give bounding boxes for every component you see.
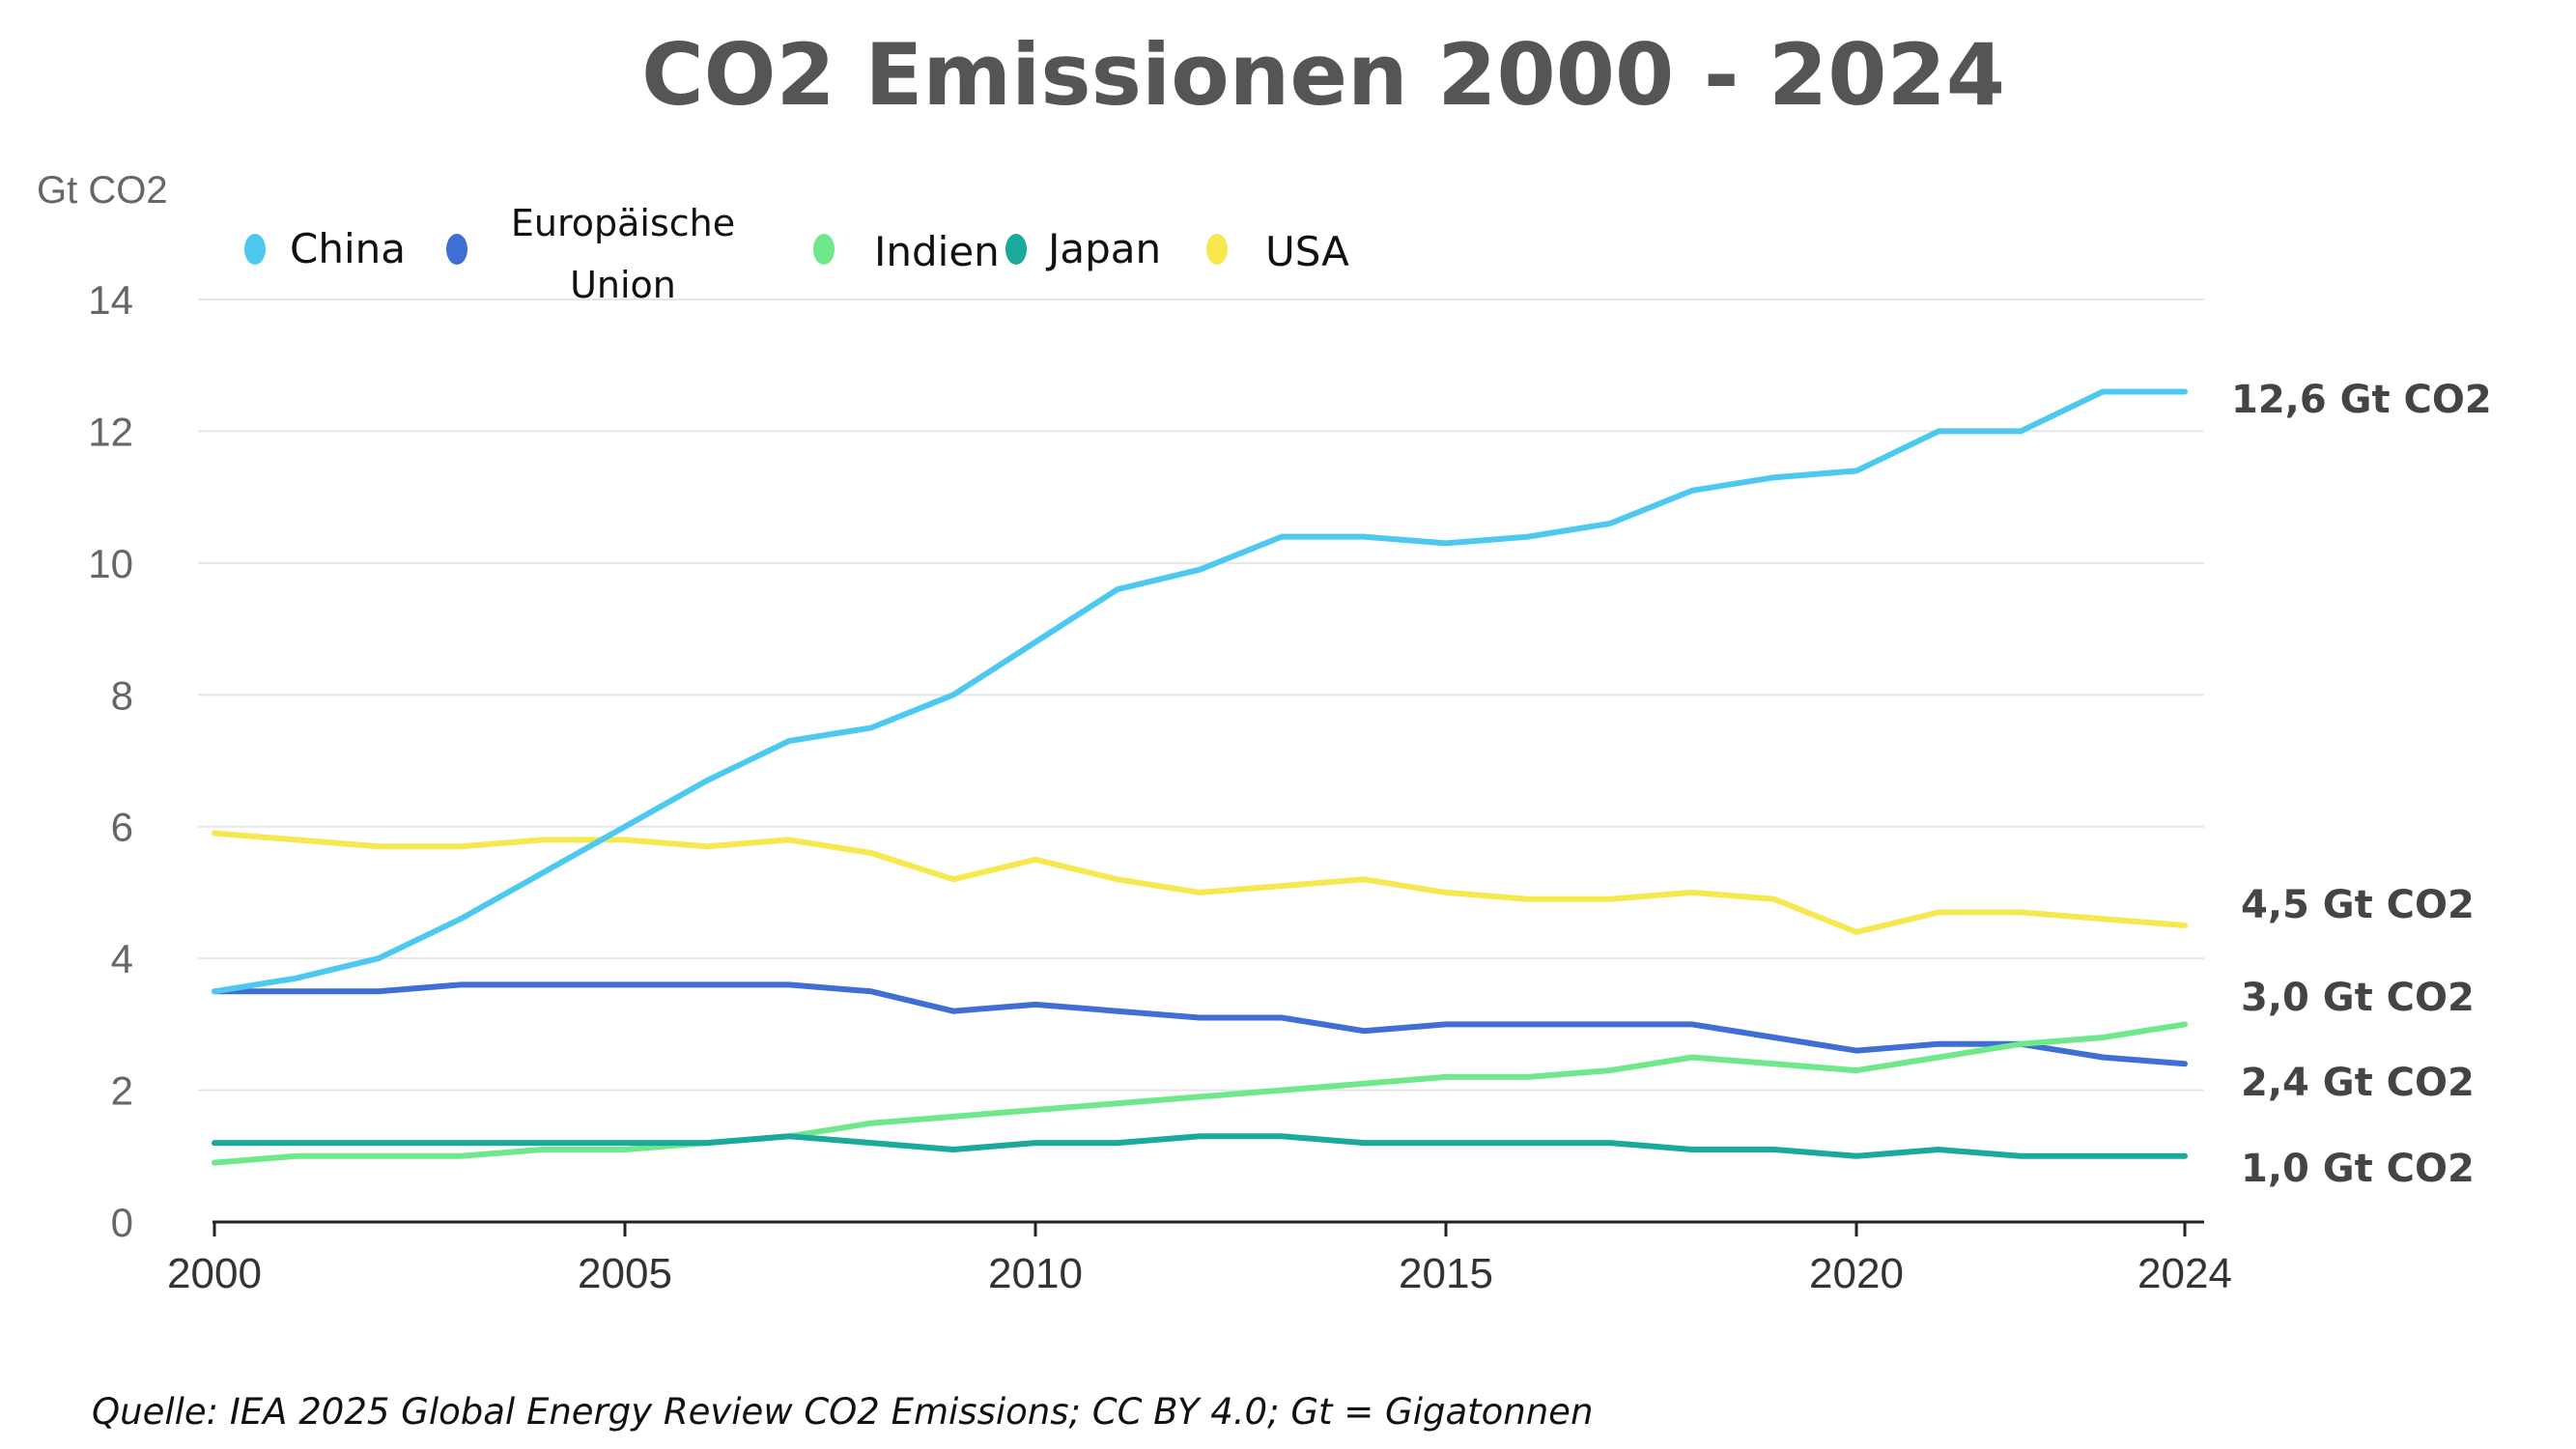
y-axis-label: Gt CO2: [37, 169, 168, 212]
end-label-eu: 2,4 Gt CO2: [2241, 1061, 2475, 1105]
series-line-indien: [212, 1021, 2188, 1166]
legend: China Europäische Union Indien Japan USA: [244, 202, 1349, 306]
legend-marker-eu: [446, 234, 467, 265]
legend-label-eu-line2: Union: [570, 264, 676, 306]
legend-marker-china: [244, 234, 266, 265]
end-label-usa: 4,5 Gt CO2: [2241, 883, 2475, 927]
legend-marker-japan: [1005, 234, 1027, 265]
series-line-europ-ische-union: [212, 981, 2188, 1067]
end-label-indien: 3,0 Gt CO2: [2241, 976, 2475, 1020]
series-line-japan: [212, 1133, 2188, 1159]
x-tick-label: 2010: [988, 1250, 1083, 1297]
y-tick-label: 12: [88, 409, 133, 454]
end-label-china: 12,6 Gt CO2: [2231, 378, 2492, 422]
y-tick-label: 0: [111, 1200, 133, 1245]
grid-lines: [198, 298, 2204, 1092]
series-lines: [212, 388, 2188, 1166]
x-tick-marks: [212, 1222, 2187, 1236]
y-tick-label: 2: [111, 1068, 133, 1114]
x-tick-label: 2020: [1809, 1250, 1904, 1297]
y-tick-label: 4: [111, 936, 133, 981]
legend-label-eu-line1: Europäische: [511, 202, 735, 244]
legend-label-indien: Indien: [874, 228, 1000, 275]
end-label-japan: 1,0 Gt CO2: [2241, 1147, 2475, 1191]
legend-label-japan: Japan: [1045, 225, 1161, 272]
series-line-china: [212, 388, 2188, 995]
legend-marker-indien: [813, 234, 835, 265]
legend-marker-usa: [1206, 234, 1228, 265]
y-tick-label: 6: [111, 805, 133, 850]
x-tick-labels: 2000 2005 2010 2015 2020 2024: [167, 1250, 2232, 1297]
x-tick-label: 2005: [578, 1250, 672, 1297]
series-line-usa: [212, 830, 2188, 935]
source-note: Quelle: IEA 2025 Global Energy Review CO…: [92, 1391, 1593, 1433]
legend-label-china: China: [290, 225, 406, 272]
y-tick-label: 10: [88, 541, 133, 586]
x-tick-label: 2000: [167, 1250, 262, 1297]
y-tick-label: 14: [88, 277, 133, 323]
x-tick-label: 2024: [2137, 1250, 2232, 1297]
chart-title: CO2 Emissionen 2000 - 2024: [641, 25, 2005, 125]
legend-label-usa: USA: [1265, 228, 1349, 275]
y-tick-label: 8: [111, 672, 133, 718]
y-tick-labels: 0 2 4 6 8 10 12 14: [88, 277, 133, 1245]
x-tick-label: 2015: [1399, 1250, 1493, 1297]
